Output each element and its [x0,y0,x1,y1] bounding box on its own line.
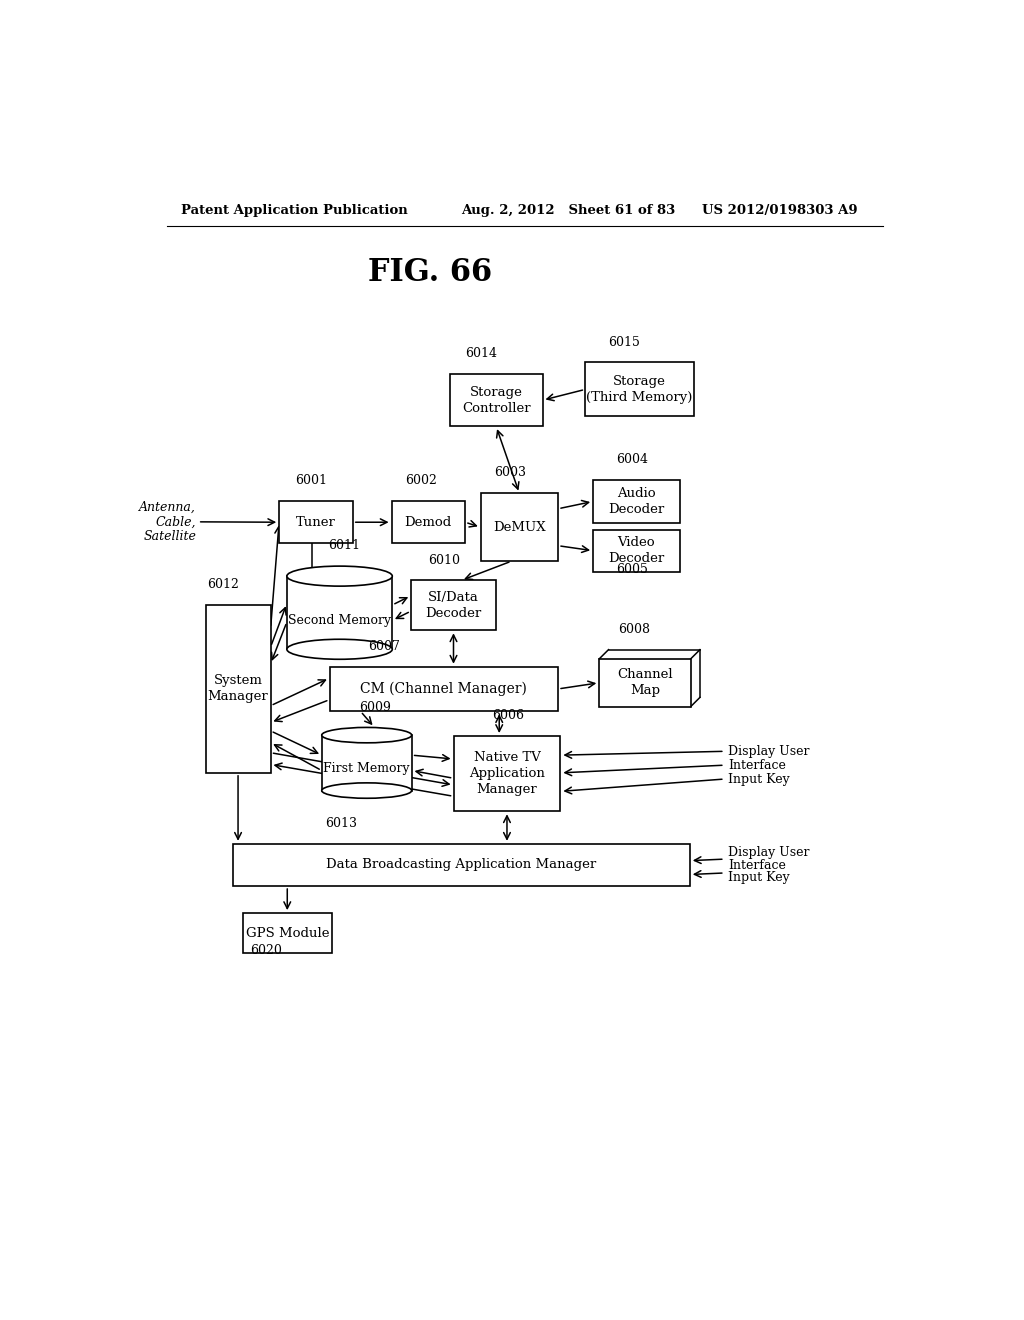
Text: Channel
Map: Channel Map [617,668,673,697]
Text: Aug. 2, 2012   Sheet 61 of 83: Aug. 2, 2012 Sheet 61 of 83 [461,205,676,218]
Text: Storage
(Third Memory): Storage (Third Memory) [587,375,692,404]
Text: Storage
Controller: Storage Controller [462,385,530,414]
Bar [232,843,690,886]
Bar [593,480,680,523]
Text: 6012: 6012 [207,578,239,591]
Bar [206,605,270,774]
Text: 6009: 6009 [359,701,391,714]
Text: 6020: 6020 [251,944,283,957]
Bar [411,581,496,631]
Bar [586,363,693,416]
Ellipse shape [287,566,392,586]
Text: 6001: 6001 [295,474,327,487]
Text: 6013: 6013 [326,817,357,830]
Bar [330,667,558,711]
Text: 6008: 6008 [618,623,650,636]
Text: 6006: 6006 [493,709,524,722]
Text: Video
Decoder: Video Decoder [608,536,665,565]
Text: FIG. 66: FIG. 66 [369,257,493,288]
Text: Second Memory: Second Memory [288,614,391,627]
Bar [243,913,332,953]
Text: Tuner: Tuner [296,516,336,529]
Text: SI/Data
Decoder: SI/Data Decoder [425,591,481,620]
Text: DeMUX: DeMUX [494,520,546,533]
Text: 6005: 6005 [616,562,648,576]
Text: Input Key: Input Key [728,772,790,785]
Text: Audio
Decoder: Audio Decoder [608,487,665,516]
Bar [450,374,543,426]
Ellipse shape [287,639,392,659]
Text: Native TV
Application
Manager: Native TV Application Manager [469,751,545,796]
Text: Antenna,
Cable,
Satellite: Antenna, Cable, Satellite [139,500,197,544]
Text: 6004: 6004 [616,453,648,466]
Text: Interface: Interface [728,859,785,871]
Bar [480,494,558,561]
Bar [287,576,392,649]
Text: US 2012/0198303 A9: US 2012/0198303 A9 [701,205,857,218]
Bar [391,502,465,544]
Text: Interface: Interface [728,759,785,772]
Bar [454,737,560,812]
Text: Patent Application Publication: Patent Application Publication [180,205,408,218]
Text: Demod: Demod [404,516,452,529]
Text: CM (Channel Manager): CM (Channel Manager) [360,681,527,696]
Bar [280,502,352,544]
Ellipse shape [322,783,412,799]
Text: Display User: Display User [728,744,809,758]
Text: 6010: 6010 [428,553,460,566]
Text: 6007: 6007 [369,640,400,653]
Text: 6003: 6003 [495,466,526,479]
Ellipse shape [322,727,412,743]
Bar [593,529,680,572]
Text: 6014: 6014 [465,347,497,360]
Text: Data Broadcasting Application Manager: Data Broadcasting Application Manager [326,858,596,871]
Text: 6002: 6002 [406,474,437,487]
Bar [322,735,412,791]
Text: Input Key: Input Key [728,871,790,884]
Text: GPS Module: GPS Module [246,927,329,940]
Text: 6011: 6011 [328,540,360,552]
Text: First Memory: First Memory [324,762,410,775]
Text: 6015: 6015 [608,335,640,348]
Bar [599,659,690,706]
Text: Display User: Display User [728,846,809,859]
Text: System
Manager: System Manager [208,675,268,704]
